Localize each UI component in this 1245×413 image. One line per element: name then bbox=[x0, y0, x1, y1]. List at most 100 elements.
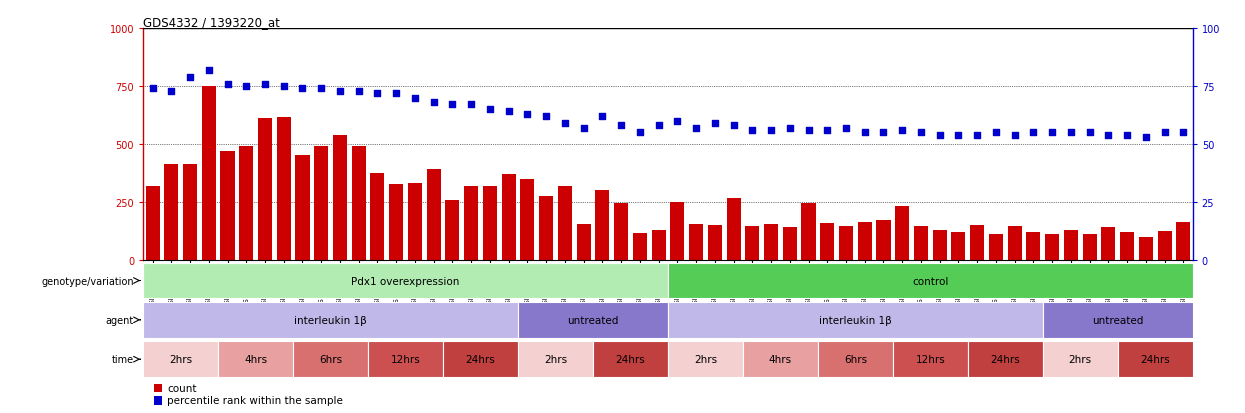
Text: Pdx1 overexpression: Pdx1 overexpression bbox=[351, 276, 459, 286]
Point bbox=[1117, 132, 1137, 139]
Text: 24hrs: 24hrs bbox=[991, 354, 1020, 364]
Bar bbox=[764, 224, 778, 260]
Point bbox=[949, 132, 969, 139]
Point bbox=[874, 130, 894, 136]
Bar bbox=[143, 302, 518, 338]
Point bbox=[967, 132, 987, 139]
Point bbox=[1098, 132, 1118, 139]
Bar bbox=[143, 263, 669, 299]
Bar bbox=[202, 87, 215, 260]
Point bbox=[237, 83, 256, 90]
Bar bbox=[351, 147, 366, 260]
Bar bbox=[558, 186, 571, 260]
Point bbox=[367, 90, 387, 97]
Text: untreated: untreated bbox=[1092, 315, 1143, 325]
Bar bbox=[876, 221, 890, 260]
Point bbox=[855, 130, 875, 136]
Bar bbox=[669, 342, 743, 377]
Point bbox=[555, 121, 575, 127]
Bar bbox=[688, 224, 703, 260]
Bar bbox=[1083, 235, 1097, 260]
Bar bbox=[970, 225, 985, 260]
Point bbox=[423, 100, 443, 106]
Bar bbox=[443, 342, 518, 377]
Bar bbox=[183, 164, 197, 260]
Text: time: time bbox=[112, 354, 133, 364]
Bar bbox=[727, 199, 741, 260]
Bar bbox=[502, 175, 515, 260]
Bar bbox=[153, 384, 162, 392]
Point bbox=[930, 132, 950, 139]
Text: GDS4332 / 1393220_at: GDS4332 / 1393220_at bbox=[143, 16, 280, 29]
Bar bbox=[1026, 233, 1041, 260]
Point bbox=[611, 123, 631, 129]
Bar bbox=[914, 227, 928, 260]
Bar bbox=[1158, 231, 1172, 260]
Bar bbox=[239, 147, 253, 260]
Point bbox=[274, 83, 294, 90]
Point bbox=[837, 125, 857, 132]
Point bbox=[574, 125, 594, 132]
Bar bbox=[1064, 230, 1078, 260]
Bar bbox=[427, 170, 441, 260]
Point bbox=[986, 130, 1006, 136]
Bar bbox=[295, 156, 310, 260]
Text: 2hrs: 2hrs bbox=[1068, 354, 1092, 364]
Bar bbox=[669, 263, 1193, 299]
Text: 4hrs: 4hrs bbox=[244, 354, 268, 364]
Point bbox=[1005, 132, 1025, 139]
Text: 2hrs: 2hrs bbox=[544, 354, 566, 364]
Point bbox=[293, 86, 312, 93]
Bar bbox=[1043, 342, 1118, 377]
Text: 24hrs: 24hrs bbox=[1140, 354, 1170, 364]
Point bbox=[218, 81, 238, 88]
Text: 4hrs: 4hrs bbox=[769, 354, 792, 364]
Text: 12hrs: 12hrs bbox=[915, 354, 945, 364]
Point bbox=[761, 127, 781, 134]
Point bbox=[798, 127, 818, 134]
Point bbox=[779, 125, 799, 132]
Point bbox=[499, 109, 519, 116]
Text: 6hrs: 6hrs bbox=[844, 354, 867, 364]
Point bbox=[405, 95, 425, 102]
Point bbox=[349, 88, 369, 95]
Point bbox=[199, 67, 219, 74]
Point bbox=[143, 86, 163, 93]
Point bbox=[255, 81, 275, 88]
Text: count: count bbox=[167, 383, 197, 393]
Point bbox=[630, 130, 650, 136]
Bar bbox=[1120, 233, 1134, 260]
Bar bbox=[518, 342, 593, 377]
Text: percentile rank within the sample: percentile rank within the sample bbox=[167, 396, 344, 406]
Bar bbox=[858, 222, 872, 260]
Bar bbox=[276, 118, 291, 260]
Bar bbox=[895, 207, 909, 260]
Point bbox=[817, 127, 837, 134]
Text: 6hrs: 6hrs bbox=[319, 354, 342, 364]
Point bbox=[1173, 130, 1193, 136]
Bar bbox=[951, 233, 965, 260]
Point bbox=[1079, 130, 1099, 136]
Bar bbox=[293, 342, 369, 377]
Point bbox=[1154, 130, 1174, 136]
Bar bbox=[314, 147, 329, 260]
Bar bbox=[632, 234, 647, 260]
Point bbox=[911, 130, 931, 136]
Text: control: control bbox=[913, 276, 949, 286]
Bar bbox=[390, 185, 403, 260]
Text: 2hrs: 2hrs bbox=[169, 354, 192, 364]
Bar bbox=[839, 227, 853, 260]
Point bbox=[442, 102, 462, 109]
Bar bbox=[1007, 227, 1022, 260]
Text: interleukin 1β: interleukin 1β bbox=[294, 315, 367, 325]
Bar bbox=[146, 186, 159, 260]
Bar bbox=[153, 396, 162, 405]
Bar bbox=[332, 135, 347, 260]
Bar bbox=[520, 179, 534, 260]
Point bbox=[1135, 134, 1155, 141]
Bar bbox=[1139, 237, 1153, 260]
Point bbox=[311, 86, 331, 93]
Text: 24hrs: 24hrs bbox=[615, 354, 645, 364]
Point bbox=[723, 123, 743, 129]
Bar bbox=[614, 204, 629, 260]
